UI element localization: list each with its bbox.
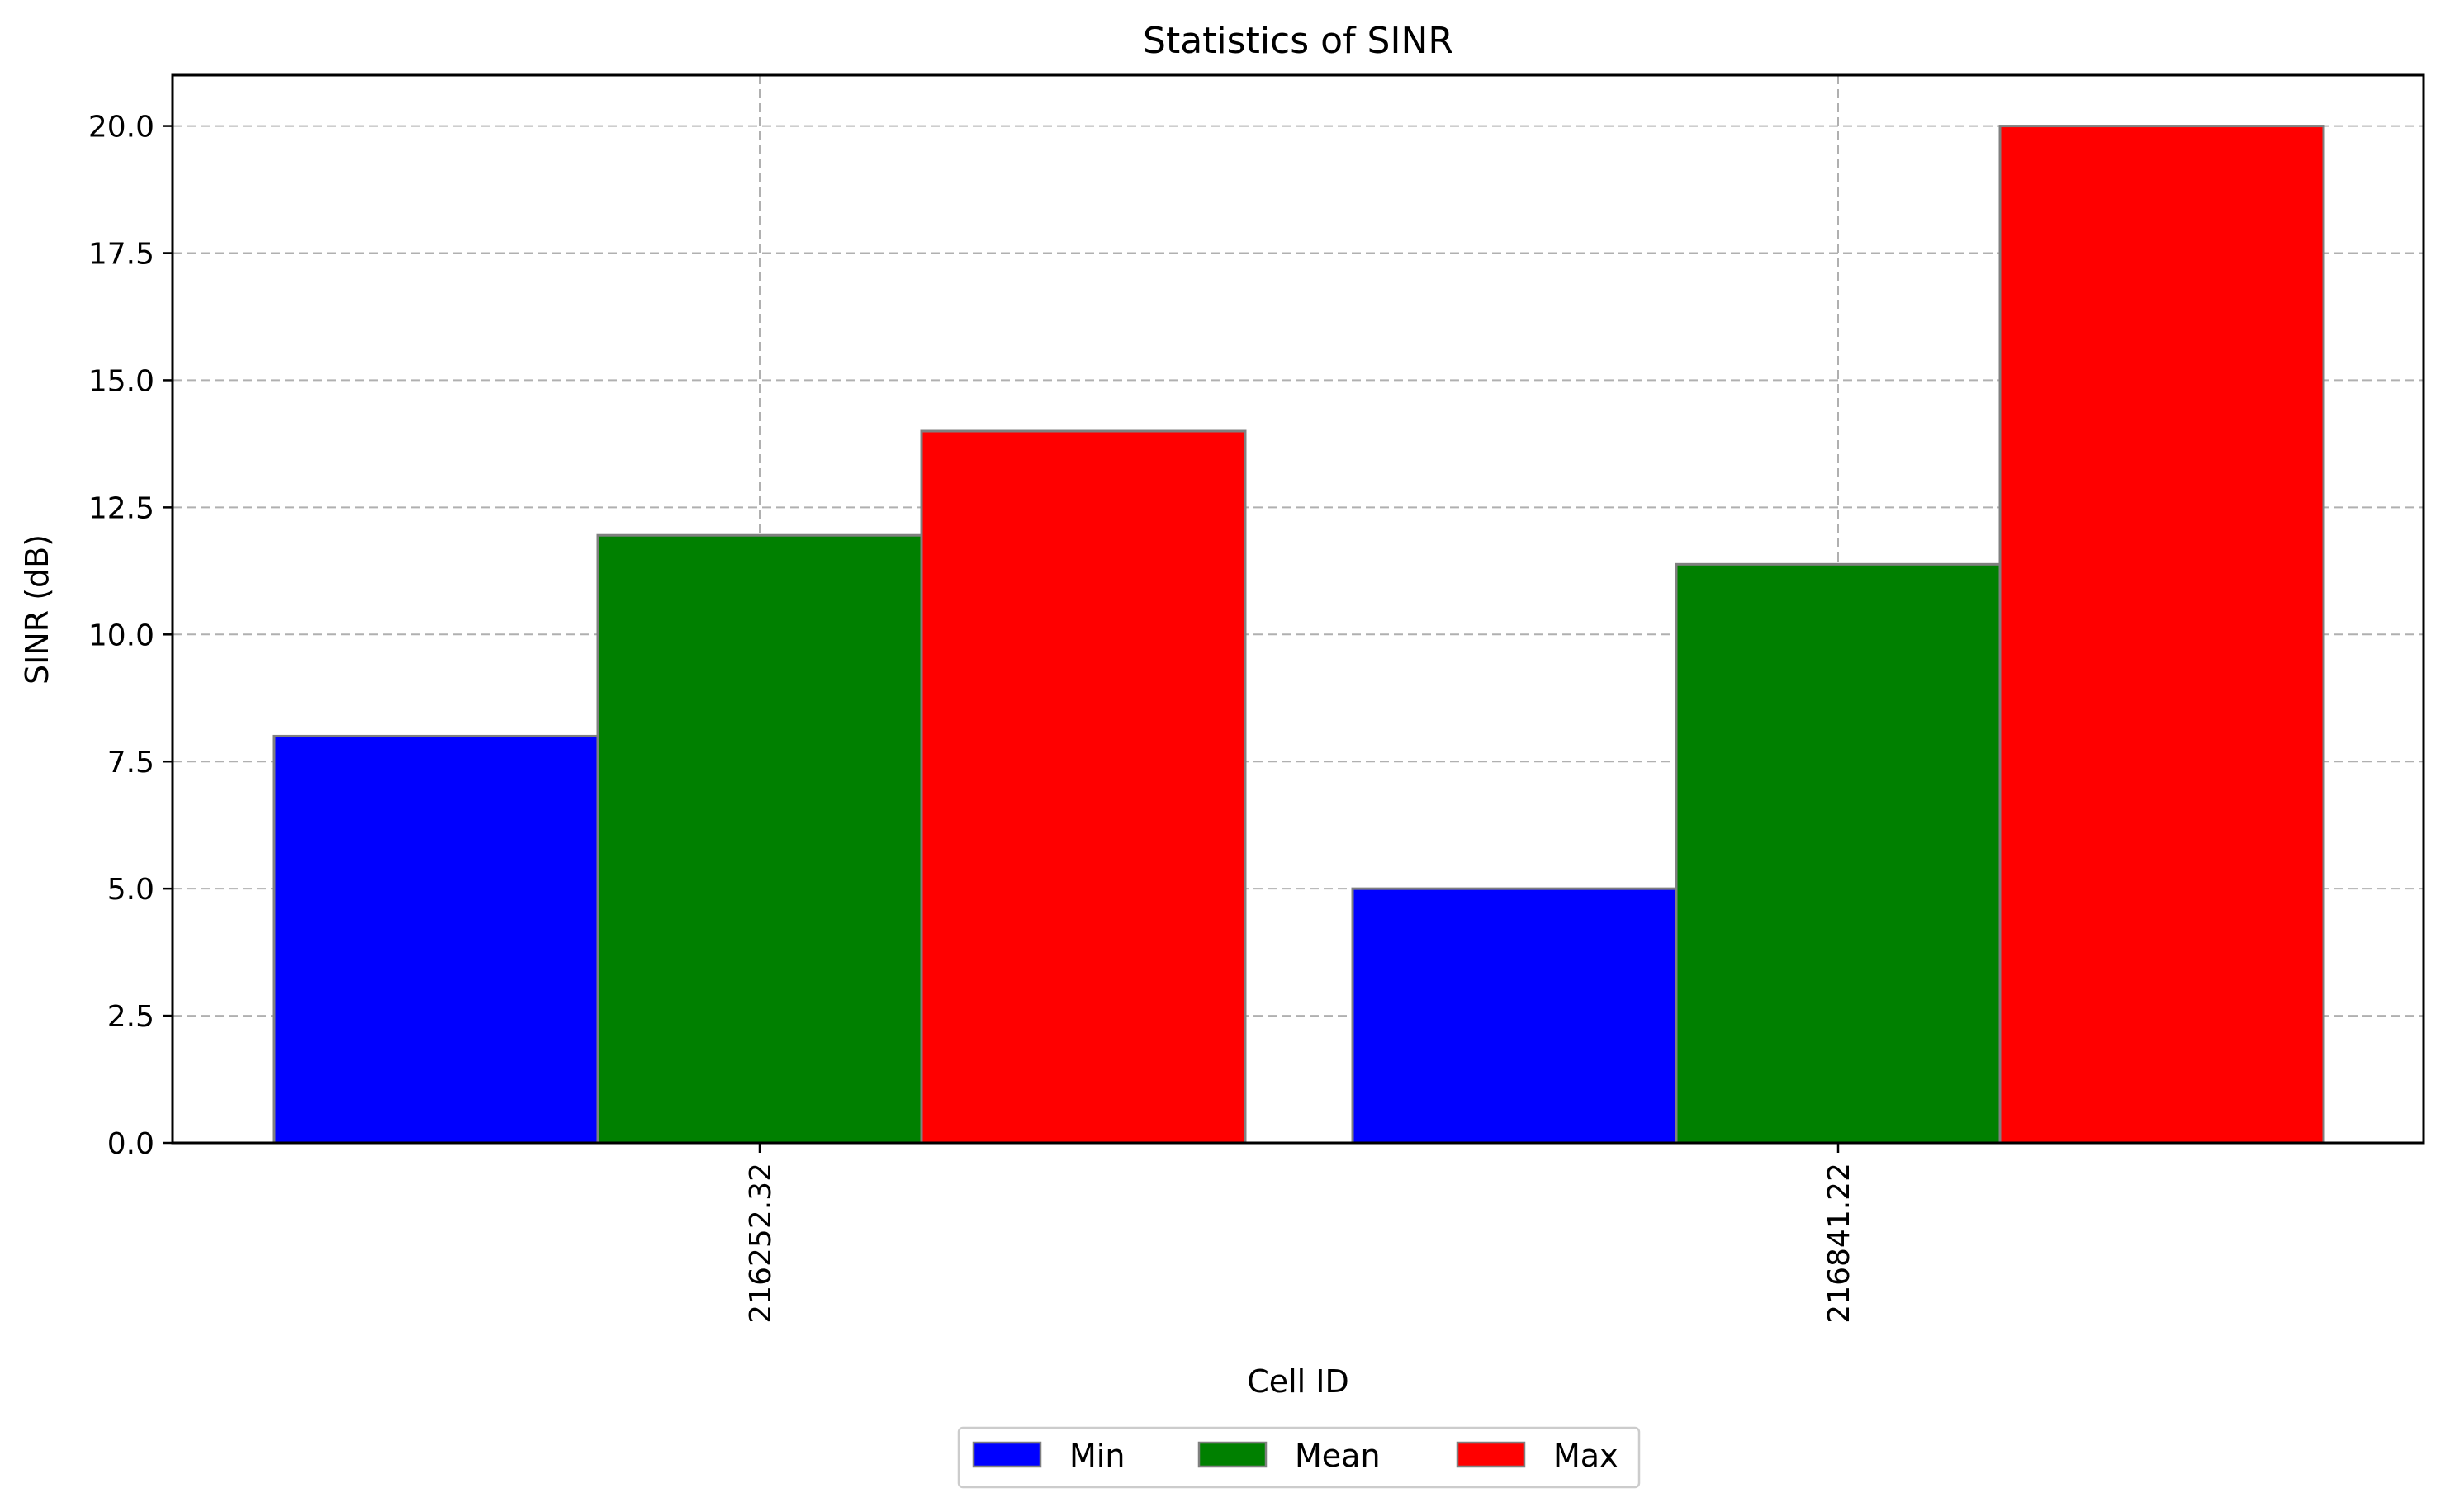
legend-label-mean: Mean <box>1295 1438 1381 1474</box>
x-tick-label: 216252.32 <box>744 1163 778 1324</box>
chart-title: Statistics of SINR <box>1143 20 1453 62</box>
y-tick-label: 17.5 <box>88 238 154 272</box>
bar-max-2 <box>1998 125 2325 1145</box>
legend-swatch-mean <box>1197 1441 1268 1468</box>
plot-frame <box>171 73 2425 1145</box>
bar-mean-1 <box>596 533 923 1145</box>
y-tick-label: 15.0 <box>88 364 154 398</box>
legend: Min Mean Max <box>957 1426 1641 1489</box>
y-tick-label: 7.5 <box>107 746 154 780</box>
y-tick-label: 5.0 <box>107 873 154 907</box>
legend-label-min: Min <box>1069 1438 1125 1474</box>
y-tick-label: 12.5 <box>88 491 154 525</box>
bars-layer <box>272 125 2325 1145</box>
y-axis-label: SINR (dB) <box>19 534 55 685</box>
y-tick-label: 10.0 <box>88 619 154 652</box>
y-axis-ticks: 0.0 2.5 5.0 7.5 10.0 12.5 15.0 17.5 20.0 <box>88 111 173 1161</box>
x-axis-label: Cell ID <box>1247 1363 1349 1400</box>
bar-min-2 <box>1351 887 1678 1145</box>
bar-max-1 <box>920 429 1247 1145</box>
y-tick-label: 2.5 <box>107 1000 154 1034</box>
bar-min-1 <box>272 734 599 1145</box>
bar-mean-2 <box>1675 562 2002 1145</box>
x-axis-ticks: 216252.32 216841.22 <box>744 1143 1856 1324</box>
y-tick-label: 0.0 <box>107 1127 154 1161</box>
y-tick-label: 20.0 <box>88 111 154 145</box>
legend-entries: Min Mean Max <box>972 1438 1618 1474</box>
legend-label-max: Max <box>1553 1438 1618 1474</box>
x-tick-label: 216841.22 <box>1822 1163 1856 1324</box>
legend-swatch-min <box>972 1441 1042 1468</box>
legend-swatch-max <box>1456 1441 1526 1468</box>
